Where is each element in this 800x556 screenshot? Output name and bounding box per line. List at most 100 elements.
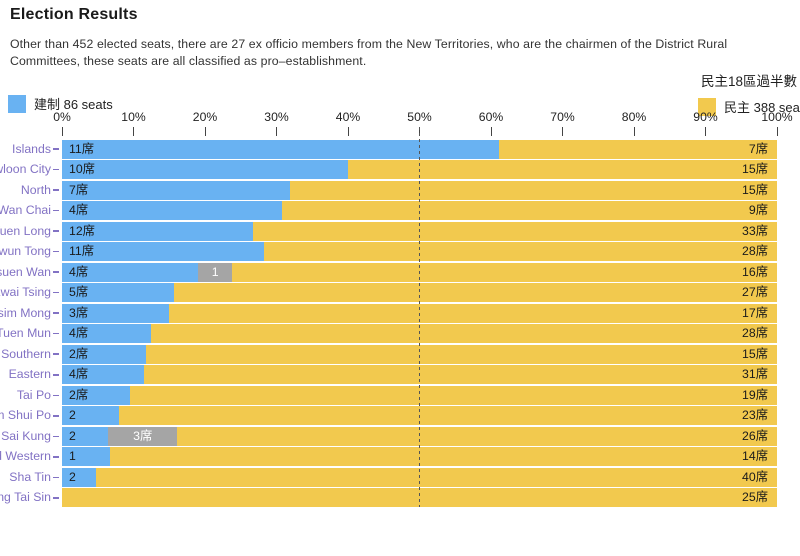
x-axis-label: 20% <box>192 110 218 124</box>
democrats-seats-label: 33席 <box>742 223 768 238</box>
democrats-seats-label: 7席 <box>748 141 768 156</box>
district-label[interactable]: Southern <box>1 346 51 361</box>
district-row: Eastern 4席 31席 <box>0 365 800 385</box>
district-row: Yau Tsim Mong 3席 17席 <box>0 303 800 323</box>
democrats-seats-label: 40席 <box>742 469 768 484</box>
establishment-segment <box>62 221 253 241</box>
district-tick <box>52 353 59 355</box>
establishment-segment <box>62 303 170 323</box>
democrats-segment <box>119 406 777 426</box>
x-axis-label: 40% <box>335 110 361 124</box>
district-label[interactable]: Wan Chai <box>0 203 51 218</box>
district-row: Southern 2席 15席 <box>0 344 800 364</box>
district-tick <box>52 312 59 314</box>
district-tick <box>52 374 59 376</box>
district-label[interactable]: Kwai Tsing <box>0 285 51 300</box>
district-label[interactable]: Tsuen Wan <box>0 264 51 279</box>
democrats-seats-label: 16席 <box>742 264 768 279</box>
district-tick <box>52 209 59 212</box>
district-label[interactable]: Wong Tai Sin <box>0 490 51 505</box>
democrats-seats-label: 27席 <box>742 285 768 300</box>
democrats-seats-label: 15席 <box>742 162 768 177</box>
establishment-segment <box>62 262 199 282</box>
democrats-seats-label: 25席 <box>742 490 768 505</box>
democrats-seats-label: 31席 <box>742 367 768 382</box>
x-axis-label: 60% <box>478 110 504 124</box>
x-axis-label: 90% <box>693 110 718 124</box>
district-label[interactable]: Yuen Long <box>0 223 51 238</box>
x-axis-label: 70% <box>550 110 575 124</box>
democrats-color-swatch <box>698 97 716 116</box>
establishment-segment <box>62 426 109 446</box>
democrats-segment <box>498 139 777 159</box>
democrats-seats-label: 28席 <box>742 326 768 341</box>
establishment-seats-label: 10席 <box>69 162 95 177</box>
stacked-bar: 2 23席 <box>62 406 777 426</box>
district-label[interactable]: Kowloon City <box>0 162 51 177</box>
district-row: Sai Kung 3席 2 26席 <box>0 426 800 446</box>
district-row: Kowloon City 10席 15席 <box>0 160 800 180</box>
district-row: Kwai Tsing 5席 27席 <box>0 283 800 303</box>
establishment-segment <box>62 201 282 221</box>
establishment-segment <box>62 160 348 180</box>
district-tick <box>52 435 59 438</box>
x-axis-label: 100% <box>761 110 793 124</box>
establishment-segment <box>62 467 97 487</box>
x-axis-tick <box>776 127 778 136</box>
democrats-segment <box>169 303 777 323</box>
district-label[interactable]: Yau Tsim Mong <box>0 305 51 320</box>
district-row: Yuen Long 12席 33席 <box>0 221 800 241</box>
establishment-seats-label: 2席 <box>69 346 89 361</box>
establishment-seats-label: 4席 <box>69 326 89 341</box>
establishment-segment <box>62 139 499 159</box>
stacked-bar: 2席 19席 <box>62 385 777 405</box>
district-tick <box>52 456 59 458</box>
establishment-segment <box>62 365 144 385</box>
democrats-segment <box>146 344 777 364</box>
democrats-seats-label: 14席 <box>742 449 768 464</box>
democrats-segment <box>173 283 777 303</box>
democrats-seats-label: 23席 <box>742 408 768 423</box>
democrats-seats-label: 15席 <box>742 346 768 361</box>
district-label[interactable]: Kwun Tong <box>0 244 51 259</box>
district-label[interactable]: Central and Western <box>0 449 51 464</box>
district-row: North 7席 15席 <box>0 180 800 200</box>
establishment-seats-label: 2 <box>69 428 76 443</box>
district-row: Sham Shui Po 2 23席 <box>0 406 800 426</box>
stacked-bar: 2席 15席 <box>62 344 777 364</box>
page-title: Election Results <box>10 6 138 23</box>
district-row: Wan Chai 4席 9席 <box>0 201 800 221</box>
establishment-seats-label: 2席 <box>69 387 89 402</box>
democrats-seats-label: 19席 <box>742 387 768 402</box>
establishment-segment <box>62 283 174 303</box>
x-axis-tick <box>490 127 492 136</box>
district-label[interactable]: Islands <box>12 141 51 156</box>
establishment-seats-label: 2 <box>69 408 76 423</box>
democrats-segment <box>177 426 777 446</box>
district-label[interactable]: Eastern <box>8 367 51 382</box>
democrats-segment <box>252 221 777 241</box>
x-axis-tick <box>204 127 206 136</box>
stacked-bar: 11席 7席 <box>62 139 777 159</box>
democrats-segment <box>263 242 777 262</box>
x-axis-tick <box>562 127 563 136</box>
x-axis-label: 0% <box>53 110 71 124</box>
district-label[interactable]: Sai Kung <box>1 428 51 443</box>
district-tick <box>52 230 59 232</box>
district-label[interactable]: Sham Shui Po <box>0 408 51 423</box>
establishment-segment <box>62 180 290 200</box>
democrats-segment <box>109 447 777 467</box>
democrats-segment <box>96 467 777 487</box>
district-label[interactable]: North <box>20 182 51 197</box>
democrats-segment <box>151 324 777 344</box>
stacked-bar: 5席 27席 <box>62 283 777 303</box>
district-label[interactable]: Tuen Mun <box>0 326 51 341</box>
district-label[interactable]: Tai Po <box>16 387 51 402</box>
district-label[interactable]: Sha Tin <box>9 469 51 484</box>
x-axis-tick <box>276 127 277 136</box>
district-tick <box>52 497 59 499</box>
stacked-bar: 1 4席 16席 <box>62 262 777 282</box>
district-tick <box>52 476 59 479</box>
stacked-bar: 3席 17席 <box>62 303 777 323</box>
x-axis-label: 30% <box>264 110 289 124</box>
